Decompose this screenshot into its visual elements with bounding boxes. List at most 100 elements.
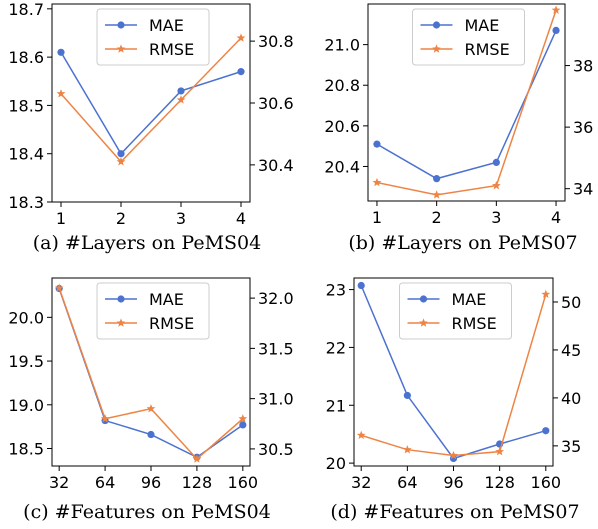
right-y-tick-label: 35	[561, 437, 581, 456]
left-y-tick-label: 18.3	[8, 193, 44, 212]
legend-box	[412, 8, 525, 66]
right-y-tick-label: 31.0	[258, 390, 294, 409]
right-y-tick-label: 32.0	[258, 289, 294, 308]
data-point-mae	[403, 391, 411, 400]
x-tick-label: 64	[397, 473, 417, 492]
chart-panel-1: 1 2 3 4 18.3 18.4 18.5 18.6 18.7 30.4 30.6 30.8 MAE R…	[8, 0, 293, 254]
series-line-mae	[60, 51, 242, 155]
x-tick-label: 160	[228, 473, 259, 492]
data-point-mae	[357, 281, 365, 290]
x-tick-label: 4	[236, 209, 246, 228]
legend-label-mae: MAE	[465, 16, 500, 35]
panel-caption: (d) #Features on PeMS07	[330, 501, 579, 523]
x-tick-label: 32	[49, 473, 69, 492]
legend-marker-mae	[432, 21, 441, 29]
right-y-tick-label: 30.4	[258, 156, 294, 175]
x-tick-label: 1	[56, 209, 66, 228]
x-tick-label: 64	[95, 473, 115, 492]
right-y-tick-label: 30.6	[258, 94, 294, 113]
data-point-mae	[433, 175, 441, 183]
x-tick-label: 1	[372, 208, 382, 227]
left-y-tick-label: 19.5	[8, 352, 44, 371]
left-y-tick-label: 20.6	[324, 117, 360, 136]
data-point-mae	[492, 158, 500, 167]
left-y-tick-label: 18.6	[8, 48, 44, 67]
left-y-tick-label: 18.4	[8, 145, 44, 164]
left-y-tick-label: 20.0	[8, 308, 44, 327]
legend-marker-mae	[419, 295, 428, 303]
x-tick-label: 96	[141, 473, 161, 492]
data-point-mae	[542, 427, 550, 435]
plot-frame	[367, 3, 566, 202]
data-point-rmse	[495, 447, 505, 456]
data-point-mae	[552, 26, 560, 35]
legend-label-mae: MAE	[149, 16, 184, 35]
data-point-rmse	[56, 89, 66, 98]
panel-caption: (a) #Layers on PeMS04	[33, 232, 261, 254]
legend-marker-rmse	[419, 318, 428, 327]
legend-marker-mae	[117, 295, 125, 303]
right-y-tick-label: 34	[573, 180, 593, 199]
legend-marker-rmse	[116, 318, 126, 327]
series-line-rmse	[376, 9, 557, 196]
left-y-tick-label: 20	[326, 454, 346, 473]
left-y-tick-label: 18.5	[8, 440, 44, 459]
left-y-tick-label: 23	[326, 281, 346, 300]
series-line-rmse	[60, 37, 242, 163]
x-tick-label: 128	[182, 473, 213, 492]
right-y-tick-label: 40	[561, 389, 581, 408]
left-y-tick-label: 21.0	[324, 36, 360, 55]
right-y-tick-label: 31.5	[258, 339, 294, 358]
data-point-mae	[239, 421, 247, 429]
data-point-rmse	[551, 5, 561, 14]
data-point-rmse	[146, 404, 156, 413]
legend-label-rmse: RMSE	[149, 40, 194, 59]
chart-panel-4: 32 64 96 128 160 20 21 22 23 35 40 45 50 MAE RMSE (d) #…	[326, 277, 581, 523]
left-y-tick-label: 19.0	[8, 396, 44, 415]
data-point-rmse	[116, 157, 126, 166]
legend-label-rmse: RMSE	[149, 314, 194, 333]
legend-marker-mae	[117, 21, 125, 29]
legend-label-mae: MAE	[452, 290, 487, 309]
left-y-tick-label: 21	[326, 396, 346, 415]
legend-label-rmse: RMSE	[465, 40, 510, 59]
data-point-rmse	[372, 177, 382, 187]
left-y-tick-label: 18.5	[8, 96, 44, 115]
legend-box	[96, 8, 210, 66]
legend-label-mae: MAE	[149, 290, 184, 309]
x-tick-label: 4	[551, 208, 561, 227]
x-tick-label: 2	[116, 209, 126, 228]
panel-caption: (b) #Layers on PeMS07	[348, 232, 577, 254]
data-point-rmse	[54, 283, 64, 292]
x-tick-label: 96	[443, 473, 463, 492]
x-tick-label: 32	[351, 473, 371, 492]
data-point-rmse	[491, 181, 501, 190]
data-point-rmse	[100, 414, 110, 423]
data-point-mae	[237, 68, 245, 76]
data-point-mae	[117, 150, 125, 158]
legend-label-rmse: RMSE	[452, 314, 497, 333]
data-point-rmse	[192, 454, 202, 463]
data-point-rmse	[236, 33, 246, 42]
chart-panel-3: 32 64 96 128 160 18.5 19.0 19.5 20.0 30.5 31.0 31.5…	[8, 277, 294, 523]
data-point-rmse	[541, 289, 551, 299]
right-y-tick-label: 30.5	[258, 440, 294, 459]
data-point-rmse	[176, 95, 186, 104]
right-y-tick-label: 50	[561, 293, 581, 312]
right-y-tick-label: 45	[561, 341, 581, 360]
data-point-mae	[373, 140, 381, 148]
data-point-rmse	[356, 430, 366, 440]
legend-marker-rmse	[116, 44, 126, 53]
data-point-rmse	[449, 450, 458, 460]
x-tick-label: 128	[484, 473, 515, 492]
x-tick-label: 2	[432, 208, 442, 227]
x-tick-label: 3	[176, 209, 186, 228]
legend-marker-rmse	[432, 44, 441, 53]
right-y-tick-label: 38	[573, 57, 593, 76]
data-point-rmse	[238, 414, 248, 423]
data-point-mae	[57, 48, 65, 56]
left-y-tick-label: 20.8	[324, 76, 360, 95]
data-point-rmse	[432, 190, 442, 199]
